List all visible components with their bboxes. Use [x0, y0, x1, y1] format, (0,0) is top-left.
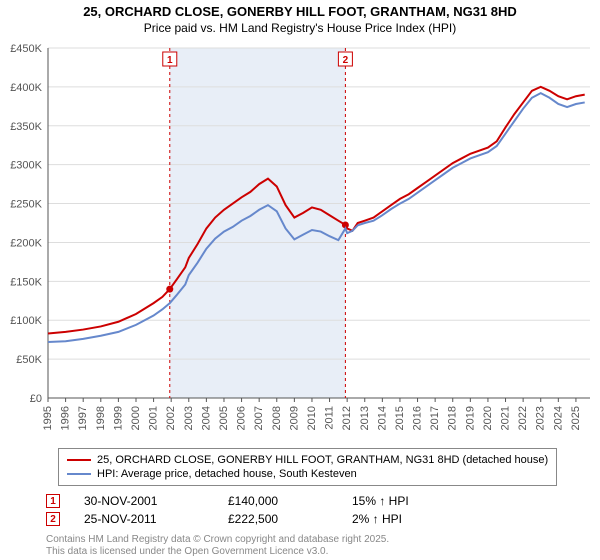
event-diff: 15% ↑ HPI — [352, 494, 452, 508]
event-row: 2 25-NOV-2011 £222,500 2% ↑ HPI — [46, 510, 452, 528]
event-marker: 1 — [46, 494, 60, 508]
events-table: 1 30-NOV-2001 £140,000 15% ↑ HPI 2 25-NOV-201… — [46, 492, 452, 528]
svg-text:2012: 2012 — [341, 406, 353, 430]
svg-text:2011: 2011 — [324, 406, 336, 430]
svg-text:2015: 2015 — [394, 406, 406, 430]
svg-text:2022: 2022 — [517, 406, 529, 430]
chart-subtitle: Price paid vs. HM Land Registry's House … — [0, 19, 600, 35]
svg-text:1999: 1999 — [112, 406, 124, 430]
svg-text:2018: 2018 — [447, 406, 459, 430]
event-price: £140,000 — [228, 494, 328, 508]
svg-text:1998: 1998 — [95, 406, 107, 430]
svg-text:2005: 2005 — [218, 406, 230, 430]
legend-swatch — [67, 459, 91, 461]
event-price: £222,500 — [228, 512, 328, 526]
svg-text:1997: 1997 — [77, 406, 89, 430]
svg-text:2009: 2009 — [288, 406, 300, 430]
event-marker: 2 — [46, 512, 60, 526]
svg-text:£350K: £350K — [10, 121, 42, 133]
footer-attribution: Contains HM Land Registry data © Crown c… — [46, 534, 389, 558]
svg-text:2024: 2024 — [552, 406, 564, 430]
svg-text:2007: 2007 — [253, 406, 265, 430]
svg-text:2025: 2025 — [570, 406, 582, 430]
svg-text:2000: 2000 — [130, 406, 142, 430]
svg-text:2010: 2010 — [306, 406, 318, 430]
svg-text:£0: £0 — [30, 393, 42, 405]
svg-text:2: 2 — [343, 55, 349, 66]
svg-text:£100K: £100K — [10, 315, 42, 327]
svg-text:1995: 1995 — [42, 406, 54, 430]
svg-text:1: 1 — [167, 55, 173, 66]
svg-text:2001: 2001 — [148, 406, 160, 430]
event-date: 30-NOV-2001 — [84, 494, 204, 508]
svg-text:2003: 2003 — [183, 406, 195, 430]
event-diff: 2% ↑ HPI — [352, 512, 452, 526]
legend-swatch — [67, 473, 91, 475]
svg-text:2016: 2016 — [412, 406, 424, 430]
line-chart: £0 £50K £100K £150K £200K £250K £300K £350K £400… — [0, 42, 600, 442]
svg-text:1996: 1996 — [60, 406, 72, 430]
svg-text:£450K: £450K — [10, 43, 42, 55]
svg-text:2006: 2006 — [236, 406, 248, 430]
event-row: 1 30-NOV-2001 £140,000 15% ↑ HPI — [46, 492, 452, 510]
svg-text:2014: 2014 — [376, 406, 388, 430]
svg-text:2020: 2020 — [482, 406, 494, 430]
svg-text:2002: 2002 — [165, 406, 177, 430]
svg-text:2008: 2008 — [271, 406, 283, 430]
svg-text:£250K: £250K — [10, 199, 42, 211]
svg-text:2021: 2021 — [500, 406, 512, 430]
svg-text:£400K: £400K — [10, 82, 42, 94]
svg-text:£150K: £150K — [10, 276, 42, 288]
legend-label: 25, ORCHARD CLOSE, GONERBY HILL FOOT, GR… — [97, 454, 548, 466]
svg-text:2004: 2004 — [200, 406, 212, 430]
svg-text:£50K: £50K — [16, 354, 42, 366]
legend-label: HPI: Average price, detached house, Sout… — [97, 468, 357, 480]
chart-title: 25, ORCHARD CLOSE, GONERBY HILL FOOT, GR… — [0, 0, 600, 19]
svg-text:2013: 2013 — [359, 406, 371, 430]
svg-text:2017: 2017 — [429, 406, 441, 430]
svg-text:£300K: £300K — [10, 160, 42, 172]
svg-text:2023: 2023 — [535, 406, 547, 430]
event-date: 25-NOV-2011 — [84, 512, 204, 526]
svg-text:£200K: £200K — [10, 237, 42, 249]
svg-text:2019: 2019 — [464, 406, 476, 430]
legend: 25, ORCHARD CLOSE, GONERBY HILL FOOT, GR… — [58, 448, 557, 486]
